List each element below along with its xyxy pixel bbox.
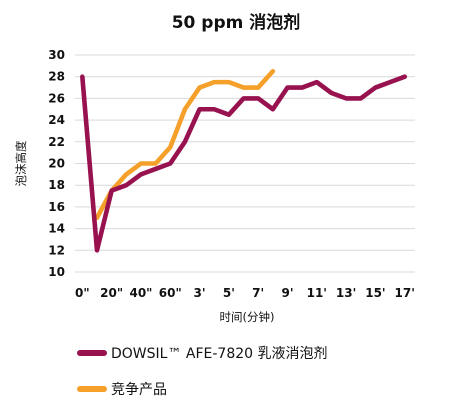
y-axis-label: 泡沫高度 [14, 140, 28, 186]
x-axis-label: 时间(分钟) [220, 310, 275, 324]
x-tick-label-0: 0" [75, 286, 90, 300]
x-tick-label-4: 3' [194, 286, 206, 300]
y-tick-label-12: 12 [48, 243, 65, 257]
x-tick-label-9: 13' [336, 286, 356, 300]
y-tick-label-26: 26 [48, 91, 65, 105]
series-lines [80, 68, 408, 253]
x-tick-label-3: 60" [159, 286, 182, 300]
y-tick-label-10: 10 [48, 265, 65, 279]
legend-label-dowsil: DOWSIL™ AFE-7820 乳液消泡剂 [111, 346, 328, 362]
x-tick-label-11: 17' [395, 286, 415, 300]
x-tick-label-5: 5' [223, 286, 235, 300]
chart-title: 50 ppm 消泡剂 [172, 12, 301, 33]
y-tick-label-30: 30 [48, 48, 65, 62]
y-tick-label-18: 18 [48, 178, 65, 192]
y-tick-label-24: 24 [48, 113, 65, 127]
x-tick-label-8: 11' [307, 286, 327, 300]
y-tick-label-20: 20 [48, 157, 65, 171]
legend: DOWSIL™ AFE-7820 乳液消泡剂 竞争产品 [77, 346, 328, 398]
y-tick-label-22: 22 [48, 135, 65, 149]
x-tick-label-7: 9' [281, 286, 293, 300]
tick-labels: 10 12 14 16 18 20 22 24 26 28 30 0" 20" 40" 60" 3' 5' 7' 9… [48, 48, 415, 300]
x-tick-label-1: 20" [100, 286, 123, 300]
legend-label-competitor: 竞争产品 [111, 381, 167, 398]
y-tick-label-14: 14 [48, 222, 65, 236]
series-line-dowsil [80, 74, 408, 253]
y-tick-label-16: 16 [48, 200, 65, 214]
x-tick-label-2: 40" [129, 286, 152, 300]
series-line-competitor [94, 68, 276, 221]
x-tick-label-6: 7' [252, 286, 264, 300]
y-tick-label-28: 28 [48, 70, 65, 84]
x-tick-label-10: 15' [365, 286, 385, 300]
